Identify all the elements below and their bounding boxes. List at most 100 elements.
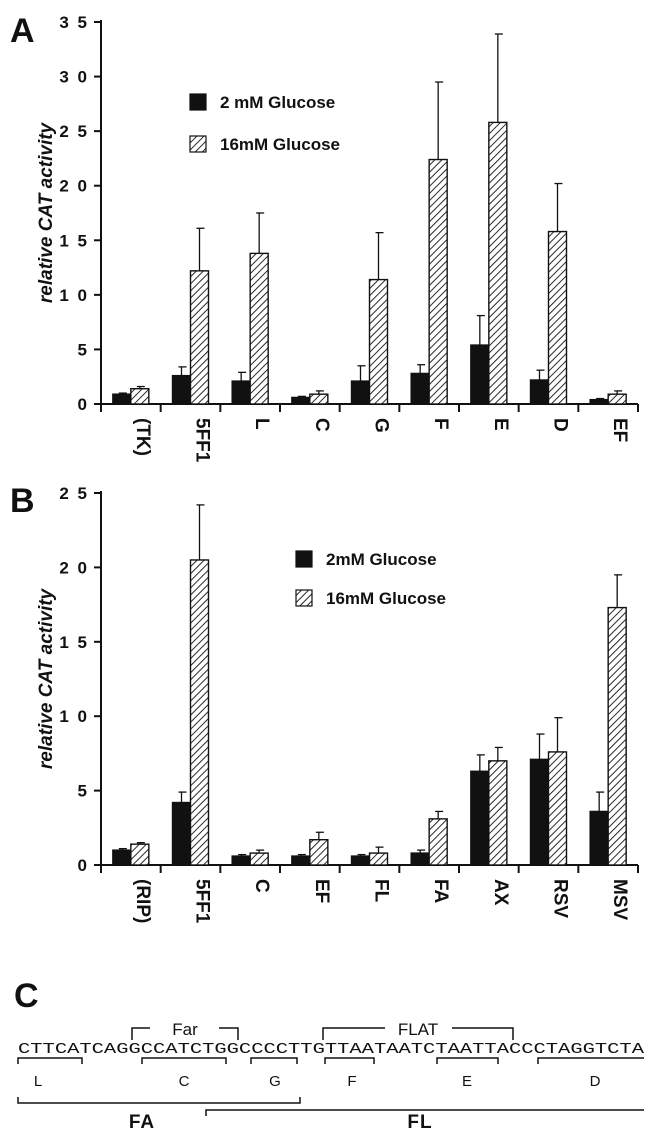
chart-1-bar-high-glucose [189, 559, 210, 866]
chart-0-bar-high-glucose [428, 158, 448, 405]
chart-0-legend-swatch [189, 93, 207, 111]
element-label-l: L [34, 1073, 42, 1090]
chart-1-category-label: 5FF1 [192, 879, 213, 924]
chart-a: 0 5 1 0 1 5 2 0 2 5 3 0 3 5 relative CAT activit… [36, 13, 639, 463]
chart-0-category-label: L [251, 418, 272, 430]
chart-0-category-label: C [311, 418, 332, 432]
chart-0-category-label: D [550, 418, 571, 432]
chart-0-bar-low-glucose [410, 372, 430, 405]
chart-0-legend-label: 16mM Glucose [220, 135, 340, 154]
element-label-f: F [347, 1073, 356, 1090]
chart-1-bar-low-glucose [589, 810, 609, 866]
flat-label: FLAT [398, 1020, 438, 1039]
chart-0-y-tick-label: 2 5 [59, 122, 89, 141]
chart-1-legend-swatch [295, 589, 313, 607]
chart-1-bar-high-glucose [249, 852, 269, 866]
chart-0-category-label: EF [609, 418, 630, 442]
chart-0-y-tick-label: 3 0 [59, 68, 89, 87]
panel-c-letter: C [14, 977, 39, 1015]
chart-1-bar-low-glucose [231, 855, 251, 866]
chart-1-bar-low-glucose [112, 849, 132, 866]
far-bracket [131, 1027, 239, 1040]
chart-0-category-label: F [430, 418, 451, 430]
chart-1-legend-label: 16mM Glucose [326, 589, 446, 608]
chart-1-category-label: FL [371, 879, 392, 903]
chart-1-bar-low-glucose [171, 801, 192, 866]
chart-0-y-tick-label: 1 5 [59, 231, 89, 250]
element-label-g: G [269, 1073, 281, 1090]
chart-0-category-label: (TK) [132, 418, 153, 456]
chart-1-bar-high-glucose [488, 760, 508, 866]
chart-0-bar-low-glucose [589, 398, 609, 405]
chart-0-bar-high-glucose [189, 270, 210, 405]
chart-0-y-tick-label: 0 [78, 395, 89, 414]
chart-0-category-label: E [490, 418, 511, 431]
chart-0-bar-high-glucose [488, 121, 508, 405]
chart-0-y-tick-label: 5 [78, 340, 89, 359]
chart-b: 0 5 1 0 1 5 2 0 2 5 relative CAT activity (RIP)… [36, 484, 639, 924]
chart-0-bar-low-glucose [291, 396, 311, 405]
chart-0-bar-high-glucose [309, 393, 329, 405]
chart-0-legend-swatch [189, 135, 207, 153]
element-label-c: C [179, 1073, 190, 1090]
chart-0-bar-low-glucose [350, 380, 371, 405]
chart-0-bar-low-glucose [231, 380, 251, 405]
chart-1-y-tick-label: 2 0 [59, 558, 89, 577]
panel-a-letter: A [10, 12, 35, 50]
chart-1-bar-low-glucose [410, 852, 430, 866]
chart-1-bar-low-glucose [350, 855, 371, 866]
chart-0-legend-label: 2 mM Glucose [220, 93, 335, 112]
chart-1-bar-high-glucose [368, 852, 389, 866]
chart-1-bar-low-glucose [291, 855, 311, 866]
chart-0-bar-low-glucose [171, 374, 192, 405]
chart-0-bar-high-glucose [368, 278, 389, 405]
chart-1-y-tick-label: 5 [78, 782, 89, 801]
flat-bracket [322, 1027, 514, 1040]
chart-1-category-label: EF [311, 879, 332, 903]
panel-b-letter: B [10, 482, 35, 520]
chart-0-bar-low-glucose [529, 379, 550, 405]
chart-1-y-tick-label: 1 5 [59, 633, 89, 652]
sequence-text: CTTCATCAGGCCATCTGGCCCCTTGTTAATAATCTAATTA… [18, 1042, 644, 1058]
chart-1-category-label: FA [430, 879, 451, 904]
chart-0-category-label: 5FF1 [192, 418, 213, 463]
chart-1-y-tick-label: 1 0 [59, 707, 89, 726]
chart-0-bar-high-glucose [249, 252, 269, 405]
chart-0-y-tick-label: 1 0 [59, 286, 89, 305]
fragment-label-fa: FA [129, 1112, 155, 1130]
chart-1-bar-high-glucose [428, 818, 448, 866]
chart-0-bar-low-glucose [112, 393, 132, 405]
chart-0-bar-high-glucose [607, 393, 627, 405]
chart-1-y-tick-label: 2 5 [59, 484, 89, 503]
chart-1-bar-high-glucose [130, 843, 150, 866]
chart-1-category-label: MSV [609, 879, 630, 921]
chart-1-category-label: RSV [550, 879, 571, 918]
chart-1-y-axis-label: relative CAT activity [36, 587, 57, 769]
element-label-d: D [590, 1073, 601, 1090]
chart-1-category-label: C [251, 879, 272, 893]
element-label-e: E [462, 1073, 472, 1090]
element-brackets [17, 1057, 644, 1064]
chart-1-category-label: (RIP) [132, 879, 153, 923]
chart-0-bar-high-glucose [130, 388, 150, 405]
fragment-label-fl: FL [407, 1112, 432, 1130]
chart-1-legend-label: 2mM Glucose [326, 550, 437, 569]
chart-1-category-label: AX [490, 879, 511, 906]
chart-1-bar-high-glucose [547, 751, 568, 866]
chart-0-bar-high-glucose [547, 230, 568, 405]
fragment-brackets [17, 1097, 644, 1116]
chart-1-bar-low-glucose [470, 770, 490, 866]
chart-1-legend-swatch [295, 550, 313, 568]
chart-0-bar-low-glucose [470, 344, 490, 405]
chart-1-bar-high-glucose [309, 839, 329, 866]
chart-1-bar-low-glucose [529, 758, 550, 866]
chart-0-category-label: G [371, 418, 392, 433]
chart-0-y-tick-label: 3 5 [59, 13, 89, 32]
sequence-panel: Far FLAT CTTCATCAGGCCATCTGGCCCCTTGTTAATA… [17, 1020, 644, 1130]
far-label: Far [172, 1020, 198, 1039]
chart-0-y-tick-label: 2 0 [59, 177, 89, 196]
chart-1-y-tick-label: 0 [78, 856, 89, 875]
chart-0-y-axis-label: relative CAT activity [36, 121, 57, 303]
chart-1-bar-high-glucose [607, 606, 627, 866]
